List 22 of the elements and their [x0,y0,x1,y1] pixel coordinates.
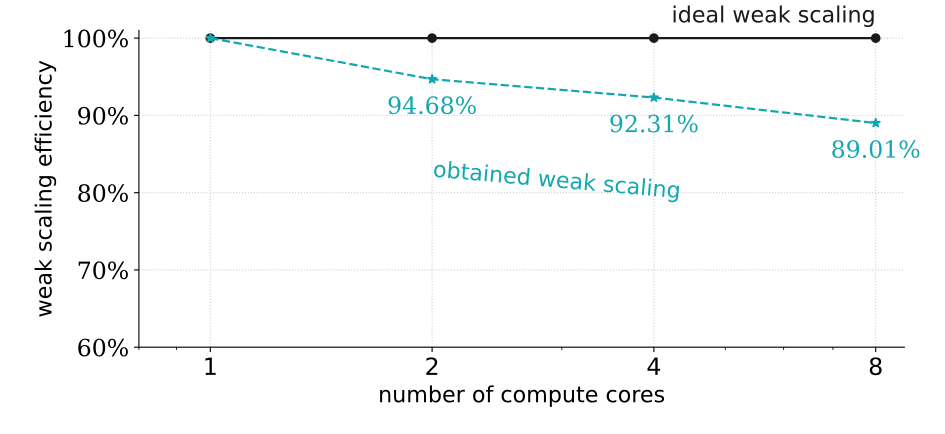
y-tick-label: 60% [78,338,128,357]
x-axis-title: number of compute cores [380,385,664,407]
x-tick-label: 8 [870,357,882,376]
y-tick-label: 90% [78,106,128,125]
text: obtained weak scaling [433,160,680,203]
point [648,92,660,102]
point [870,33,881,43]
data-label: 94.68% [388,96,476,114]
y-tick-label: 100% [64,30,128,48]
data-label: 89.01% [832,140,920,158]
y-tick-label: 70% [78,261,128,280]
y-axis-title: weak scaling efficiency [34,60,56,317]
x-tick-label: 4 [648,358,660,375]
x-tick-label: 2 [426,357,438,375]
point [870,117,882,128]
series-label: ideal weak scaling [674,5,874,27]
y-tick-label: 80% [78,184,128,202]
point [427,33,437,43]
data-label: 92.31% [610,114,698,132]
point [426,74,438,84]
x-tick-label: 1 [205,358,216,375]
point [649,33,659,43]
